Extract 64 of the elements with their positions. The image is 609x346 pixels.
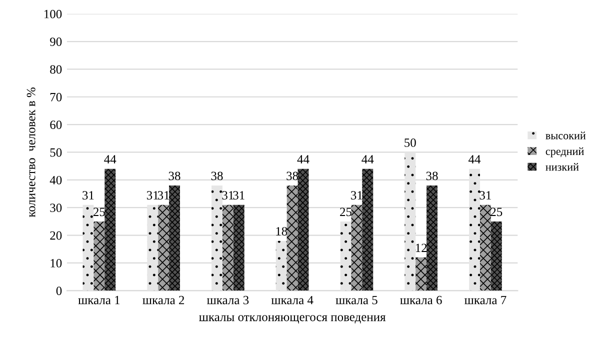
data-label: 25 <box>490 208 502 216</box>
bar <box>469 168 480 291</box>
bar <box>222 204 234 291</box>
bar <box>480 204 491 291</box>
bar <box>426 185 438 291</box>
data-label: 44 <box>362 155 374 164</box>
data-label: 38 <box>168 172 180 180</box>
y-tick-label: 70 <box>50 92 62 102</box>
bar <box>298 168 309 291</box>
bar <box>490 221 502 291</box>
legend-label: низкий <box>546 163 579 171</box>
y-tick-label: 100 <box>44 10 62 18</box>
bar <box>212 185 222 291</box>
bar <box>362 168 374 291</box>
bar <box>416 257 427 291</box>
x-tick-label: шкала 6 <box>400 296 442 304</box>
bar <box>82 204 94 291</box>
legend-label: высокий <box>546 132 586 140</box>
bar <box>169 185 180 291</box>
y-tick-label: 80 <box>50 65 62 74</box>
bar <box>286 185 298 291</box>
bar <box>233 204 244 291</box>
y-tick-label: 0 <box>56 286 62 296</box>
x-axis-title: шкалы отклоняющегося поведения <box>199 315 386 324</box>
data-label: 31 <box>82 191 94 200</box>
y-tick-label: 10 <box>50 258 62 268</box>
bar <box>351 204 362 291</box>
y-tick-label: 30 <box>50 204 62 212</box>
data-label: 25 <box>340 208 352 216</box>
x-tick-label: шкала 1 <box>78 296 120 304</box>
bar <box>340 221 352 291</box>
data-label: 38 <box>211 172 223 180</box>
bar <box>276 240 287 291</box>
bar <box>158 204 170 291</box>
bar <box>104 168 116 291</box>
bar <box>94 221 105 291</box>
bar <box>404 152 416 291</box>
data-label: 31 <box>158 191 170 200</box>
x-tick-label: шкала 3 <box>206 296 249 304</box>
data-label: 44 <box>468 155 481 164</box>
data-label: 18 <box>276 227 288 236</box>
data-label: 31 <box>480 191 491 200</box>
y-tick-label: 50 <box>50 148 62 157</box>
data-label: 31 <box>146 191 158 200</box>
y-tick-label: 40 <box>50 176 62 184</box>
y-axis-title: количество человек в % <box>26 88 36 218</box>
data-label: 38 <box>286 172 298 180</box>
x-tick-label: шкала 2 <box>142 296 184 304</box>
x-tick-label: шкала 5 <box>336 296 378 304</box>
data-label: 31 <box>222 191 234 200</box>
data-label: 25 <box>93 208 105 216</box>
x-tick-label: шкала 7 <box>464 296 506 304</box>
data-label: 31 <box>351 191 362 200</box>
bar <box>147 204 158 291</box>
y-tick-label: 90 <box>50 38 62 46</box>
data-label: 44 <box>104 155 116 164</box>
y-tick-label: 60 <box>50 120 62 130</box>
legend-label: средний <box>546 147 584 158</box>
x-tick-label: шкала 4 <box>271 296 314 304</box>
data-label: 44 <box>297 155 310 164</box>
data-label: 31 <box>233 191 244 200</box>
y-tick-label: 20 <box>50 231 62 240</box>
data-label: 50 <box>404 138 416 147</box>
data-label: 38 <box>426 172 438 180</box>
